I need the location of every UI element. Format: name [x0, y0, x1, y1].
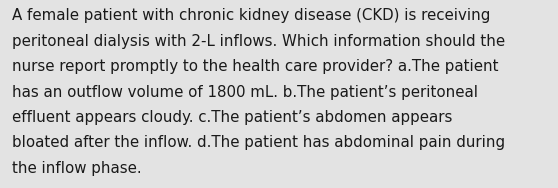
Text: nurse report promptly to the health care provider? a.The patient: nurse report promptly to the health care…	[12, 59, 499, 74]
Text: effluent appears cloudy. c.The patient’s abdomen appears: effluent appears cloudy. c.The patient’s…	[12, 110, 453, 125]
Text: the inflow phase.: the inflow phase.	[12, 161, 142, 176]
Text: A female patient with chronic kidney disease (CKD) is receiving: A female patient with chronic kidney dis…	[12, 8, 490, 24]
Text: bloated after the inflow. d.The patient has abdominal pain during: bloated after the inflow. d.The patient …	[12, 135, 506, 150]
Text: has an outflow volume of 1800 mL. b.The patient’s peritoneal: has an outflow volume of 1800 mL. b.The …	[12, 85, 478, 100]
Text: peritoneal dialysis with 2-L inflows. Which information should the: peritoneal dialysis with 2-L inflows. Wh…	[12, 34, 506, 49]
